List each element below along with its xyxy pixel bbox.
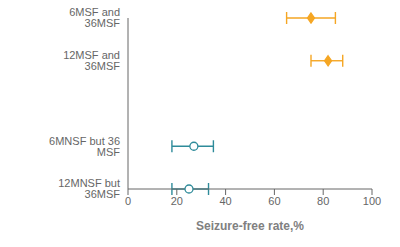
svg-text:6MNSF but 36MSF: 6MNSF but 36MSF (49, 135, 120, 158)
svg-text:20: 20 (171, 195, 183, 207)
svg-text:100: 100 (363, 195, 381, 207)
svg-text:80: 80 (317, 195, 329, 207)
svg-text:40: 40 (219, 195, 231, 207)
svg-text:12MSF and36MSF: 12MSF and36MSF (63, 49, 120, 72)
svg-text:12MNSF but36MSF: 12MNSF but36MSF (58, 177, 120, 200)
svg-text:0: 0 (125, 195, 131, 207)
svg-text:Seizure-free rate,%: Seizure-free rate,% (196, 219, 304, 233)
svg-text:60: 60 (268, 195, 280, 207)
svg-text:6MSF and36MSF: 6MSF and36MSF (69, 8, 120, 29)
